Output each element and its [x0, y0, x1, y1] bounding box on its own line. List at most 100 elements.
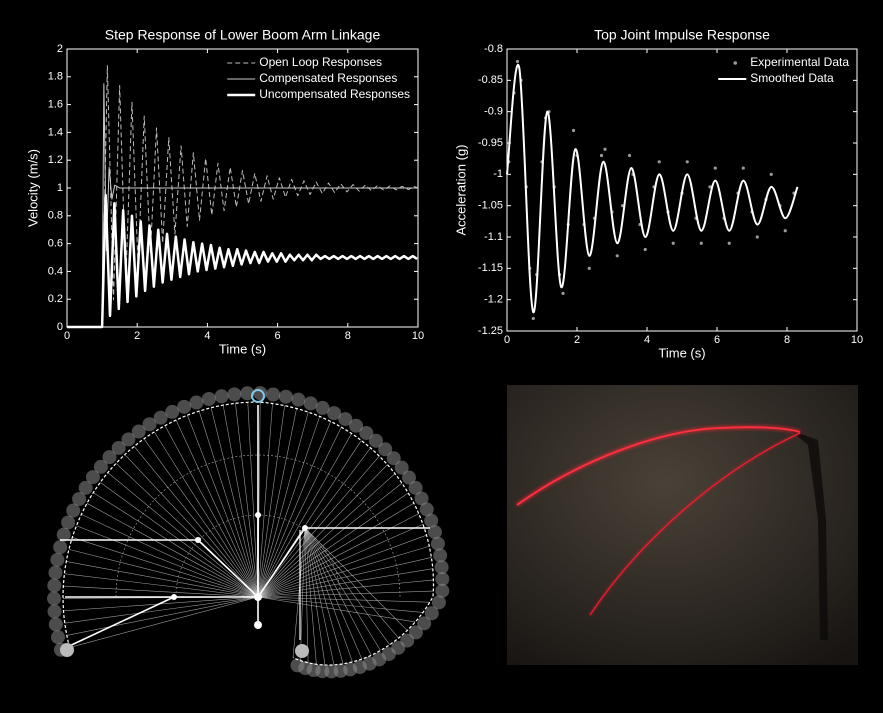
- data-point: [784, 229, 787, 232]
- y-tick-label: -1.15: [478, 262, 503, 274]
- link-blob: [433, 548, 447, 562]
- data-point: [770, 173, 773, 176]
- data-point: [516, 60, 519, 63]
- x-tick-label: 10: [412, 330, 424, 342]
- y-tick-label: 0.4: [48, 265, 63, 277]
- y-tick-label: -1.25: [478, 325, 503, 337]
- data-point: [588, 267, 591, 270]
- y-tick-label: 0.6: [48, 238, 63, 250]
- link-blob: [304, 396, 318, 410]
- y-tick-label: 0: [57, 321, 63, 333]
- x-tick-label: 6: [275, 330, 281, 342]
- x-axis-label: Time (s): [658, 345, 705, 360]
- x-tick-label: 2: [134, 330, 140, 342]
- link-blob: [49, 617, 63, 631]
- legend-label: Smoothed Data: [750, 71, 834, 85]
- legend-label: Experimental Data: [750, 55, 849, 69]
- link-blob: [53, 540, 67, 554]
- data-point: [616, 254, 619, 257]
- link-blob: [266, 388, 280, 402]
- chart-title: Step Response of Lower Boom Arm Linkage: [105, 27, 381, 43]
- data-point: [572, 129, 575, 132]
- x-tick-label: 10: [851, 334, 863, 346]
- data-point: [756, 235, 759, 238]
- y-tick-label: 2: [57, 43, 63, 55]
- y-tick-label: 1.2: [48, 154, 63, 166]
- legend-label: Compensated Responses: [259, 71, 397, 85]
- figure: Step Response of Lower Boom Arm Linkage T…: [0, 0, 883, 713]
- data-point: [686, 160, 689, 163]
- y-tick-label: 0.8: [48, 210, 63, 222]
- page: Step Response of Lower Boom Arm Linkage T…: [0, 0, 883, 713]
- y-tick-label: -1.1: [484, 231, 503, 243]
- link-blob: [189, 396, 203, 410]
- data-point: [700, 242, 703, 245]
- joint: [195, 537, 201, 543]
- chart-title: Top Joint Impulse Response: [594, 27, 770, 43]
- link-blob: [227, 387, 241, 401]
- link-blob: [51, 630, 65, 644]
- legend-label: Open Loop Responses: [259, 55, 382, 69]
- y-tick-label: -1.2: [484, 294, 503, 306]
- y-tick-label: -0.8: [484, 43, 503, 55]
- joint: [255, 512, 261, 518]
- y-tick-label: -1: [493, 168, 503, 180]
- data-point: [714, 166, 717, 169]
- x-tick-label: 4: [204, 330, 210, 342]
- x-tick-label: 4: [644, 334, 650, 346]
- y-tick-label: 1.4: [48, 126, 63, 138]
- joint: [171, 594, 177, 600]
- data-point: [658, 160, 661, 163]
- link-blob: [253, 386, 267, 400]
- x-tick-label: 6: [714, 334, 720, 346]
- end-blob: [295, 644, 309, 658]
- link-blob: [291, 658, 305, 672]
- x-tick-label: 0: [64, 330, 70, 342]
- data-point: [600, 154, 603, 157]
- link-blob: [61, 515, 75, 529]
- link-blob: [431, 537, 445, 551]
- link-blob: [177, 400, 191, 414]
- legend-marker: [733, 61, 737, 65]
- link-blob: [215, 389, 229, 403]
- photo-background: [507, 385, 858, 665]
- data-point: [672, 242, 675, 245]
- link-blob: [165, 405, 179, 419]
- x-tick-label: 8: [784, 334, 790, 346]
- joint: [254, 621, 262, 629]
- y-tick-label: 1.8: [48, 71, 63, 83]
- y-tick-label: 1.6: [48, 99, 63, 111]
- y-axis-label: Acceleration (g): [453, 144, 468, 235]
- end-blob: [60, 643, 74, 657]
- y-tick-label: -0.95: [478, 137, 503, 149]
- data-point: [561, 292, 564, 295]
- x-axis-label: Time (s): [219, 341, 266, 356]
- joint: [254, 593, 262, 601]
- link-blob: [202, 392, 216, 406]
- link-blob: [50, 553, 64, 567]
- y-axis-label: Velocity (m/s): [25, 149, 40, 227]
- link-blob: [279, 390, 293, 404]
- link-blob: [48, 566, 62, 580]
- data-point: [742, 166, 745, 169]
- data-point: [603, 148, 606, 151]
- y-tick-label: -0.9: [484, 106, 503, 118]
- x-tick-label: 8: [345, 330, 351, 342]
- y-tick-label: -0.85: [478, 74, 503, 86]
- link-blob: [47, 592, 61, 606]
- joint: [302, 525, 308, 531]
- data-point: [644, 248, 647, 251]
- link-blob: [291, 393, 305, 407]
- data-point: [628, 154, 631, 157]
- y-tick-label: 1: [57, 182, 63, 194]
- y-tick-label: 0.2: [48, 293, 63, 305]
- link-blob: [47, 579, 61, 593]
- x-tick-label: 0: [504, 334, 510, 346]
- data-point: [728, 242, 731, 245]
- link-blob: [48, 604, 62, 618]
- x-tick-label: 2: [574, 334, 580, 346]
- data-point: [532, 317, 535, 320]
- photo: [507, 385, 858, 665]
- y-tick-label: -1.05: [478, 200, 503, 212]
- legend-label: Uncompensated Responses: [259, 87, 410, 101]
